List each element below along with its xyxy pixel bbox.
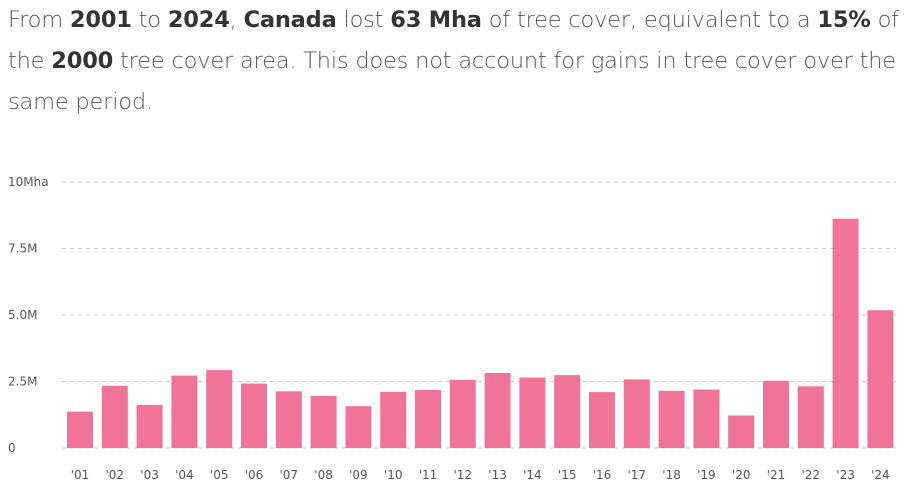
bar-02[interactable] (101, 385, 128, 448)
bar-01[interactable] (67, 411, 93, 448)
y-tick-label: 2.5M (8, 375, 37, 389)
start-year: 2001 (69, 7, 132, 33)
y-tick-label: 7.5M (8, 242, 37, 256)
x-tick-label: '05 (210, 468, 229, 482)
y-tick-label: 5.0M (8, 308, 37, 322)
x-tick-label: '04 (175, 468, 194, 482)
x-tick-label: '17 (628, 468, 647, 482)
bar-17[interactable] (623, 379, 650, 448)
bar-07[interactable] (275, 391, 302, 448)
bar-08[interactable] (310, 395, 337, 448)
bar-24[interactable] (867, 310, 894, 448)
bar-12[interactable] (449, 379, 476, 448)
loss-percent: 15% (817, 7, 871, 33)
grid-layer (62, 181, 896, 449)
bar-20[interactable] (728, 415, 755, 449)
x-tick-label: '22 (802, 468, 821, 482)
y-axis: 0 2.5M 5.0M 7.5M 10Mha (8, 175, 49, 455)
x-tick-label: '16 (593, 468, 612, 482)
x-tick-label: '12 (454, 468, 473, 482)
bar-19[interactable] (693, 389, 720, 449)
x-tick-label: '13 (488, 468, 507, 482)
x-tick-label: '10 (384, 468, 403, 482)
bar-22[interactable] (797, 386, 824, 448)
x-tick-label: '15 (558, 468, 577, 482)
x-tick-label: '01 (71, 468, 90, 482)
x-tick-label: '19 (697, 468, 716, 482)
bar-14[interactable] (519, 377, 546, 449)
x-tick-label: '03 (140, 468, 159, 482)
x-tick-label: '14 (523, 468, 542, 482)
x-tick-label: '08 (314, 468, 333, 482)
bar-09[interactable] (345, 406, 372, 448)
bar-04[interactable] (171, 375, 198, 448)
country-name: Canada (243, 7, 337, 33)
x-tick-label: '18 (662, 468, 681, 482)
bar-23[interactable] (832, 218, 859, 448)
y-tick-label: 0 (8, 441, 16, 455)
x-tick-label: '07 (280, 468, 299, 482)
x-tick-label: '24 (871, 468, 890, 482)
end-year: 2024 (167, 7, 230, 33)
bar-03[interactable] (136, 404, 163, 448)
baseline-year: 2000 (51, 48, 114, 74)
summary-text: From 2001 to 2024, Canada lost 63 Mha of… (8, 7, 899, 115)
bar-18[interactable] (658, 390, 685, 448)
bar-13[interactable] (484, 373, 511, 448)
bar-10[interactable] (380, 391, 407, 448)
y-tick-label: 10Mha (8, 175, 49, 189)
x-tick-label: '09 (349, 468, 368, 482)
x-tick-label: '20 (732, 468, 751, 482)
bar-layer (67, 218, 894, 449)
loss-amount: 63 Mha (390, 7, 482, 33)
x-tick-label: '23 (836, 468, 855, 482)
x-axis: '01 '02 '03 '04 '05 '06 '07 '08 '09 '10 '11 '12 '13 '… (71, 468, 890, 482)
bar-21[interactable] (763, 380, 789, 448)
x-tick-label: '02 (106, 468, 125, 482)
bar-06[interactable] (241, 383, 267, 448)
bar-15[interactable] (554, 375, 581, 448)
bar-11[interactable] (415, 390, 441, 448)
x-tick-label: '21 (767, 468, 786, 482)
bar-16[interactable] (589, 392, 615, 448)
x-tick-label: '11 (419, 468, 438, 482)
bar-05[interactable] (206, 370, 233, 448)
x-tick-label: '06 (245, 468, 264, 482)
